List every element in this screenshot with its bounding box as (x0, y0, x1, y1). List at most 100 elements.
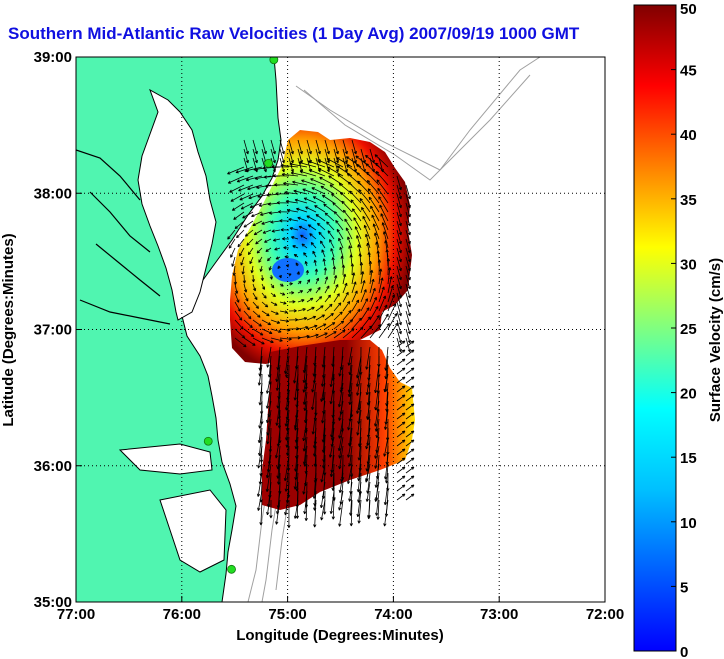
current-vector (319, 176, 335, 186)
current-vector (298, 225, 308, 231)
current-vector (405, 310, 411, 326)
current-vector (315, 286, 321, 294)
current-vector (272, 174, 290, 178)
colorbar-tick-label: 10 (680, 515, 697, 532)
current-vector (250, 265, 254, 274)
current-vector (324, 157, 330, 173)
current-vector (396, 292, 402, 308)
current-vector (336, 228, 344, 240)
current-vector (305, 269, 309, 276)
current-vector (339, 246, 344, 258)
current-vector (396, 184, 402, 200)
current-vector (307, 224, 317, 231)
current-vector (265, 247, 272, 252)
current-vector (396, 229, 402, 245)
current-vector (252, 301, 260, 309)
current-vector (340, 191, 353, 204)
current-vector (351, 299, 360, 312)
current-vector (329, 490, 335, 515)
current-vector (261, 337, 274, 344)
current-vector (279, 292, 286, 296)
current-vector (279, 148, 285, 164)
current-vector (332, 266, 337, 276)
current-vector (342, 209, 353, 222)
current-vector (405, 421, 415, 429)
colorbar-tick-label: 45 (680, 63, 697, 80)
current-vector (355, 364, 362, 387)
colorbar-tick-label: 40 (680, 127, 697, 144)
current-vector (331, 499, 335, 520)
current-vector (296, 207, 308, 213)
current-vector (371, 214, 380, 231)
current-vector (301, 243, 308, 249)
current-vector (405, 211, 411, 227)
current-vector (396, 265, 402, 281)
current-vector (261, 220, 272, 225)
current-vector (342, 273, 347, 285)
current-vector (405, 412, 415, 420)
current-vector (347, 236, 353, 249)
current-vector (321, 194, 335, 204)
current-vector (252, 148, 258, 164)
current-vector (396, 283, 402, 299)
current-vector (232, 265, 236, 276)
current-vector (270, 310, 279, 315)
current-vector (239, 193, 254, 201)
current-vector (233, 211, 245, 220)
current-vector (290, 236, 299, 240)
current-vector (333, 139, 339, 155)
current-vector (373, 232, 380, 249)
current-vector (274, 436, 281, 459)
x-tick-label: 73:00 (480, 606, 518, 623)
current-vector (313, 259, 317, 267)
current-vector (396, 274, 402, 290)
current-vector (357, 180, 371, 195)
current-vector (261, 283, 265, 290)
x-axis-ticks: 77:00 76:00 75:00 74:00 73:00 72:00 (57, 596, 624, 623)
current-vector (348, 382, 353, 405)
current-vector (374, 382, 380, 411)
current-vector (234, 292, 240, 303)
current-vector (258, 256, 263, 263)
current-vector (333, 320, 345, 330)
current-vector (243, 310, 252, 320)
current-vector (252, 139, 258, 155)
current-vector (293, 463, 299, 490)
current-vector (329, 239, 335, 249)
current-vector (227, 229, 236, 240)
current-vector (396, 349, 406, 357)
current-vector (396, 475, 406, 483)
current-vector (240, 202, 254, 210)
current-vector (348, 445, 353, 467)
current-vector (277, 265, 281, 270)
current-vector (281, 172, 299, 177)
current-vector (302, 188, 317, 195)
current-vector (396, 328, 402, 344)
current-vector (348, 481, 353, 502)
current-vector (270, 220, 281, 224)
current-vector (342, 148, 348, 164)
current-vector (288, 318, 299, 322)
current-vector (246, 238, 254, 246)
current-vector (324, 312, 334, 321)
current-vector (333, 284, 339, 294)
current-vector (297, 216, 308, 222)
current-vector (396, 367, 406, 375)
current-vector (396, 211, 402, 227)
current-vector (231, 256, 236, 267)
current-vector (293, 373, 299, 401)
current-vector (365, 481, 371, 502)
current-vector (257, 364, 263, 386)
current-vector (252, 337, 265, 345)
current-vector (356, 235, 362, 249)
current-vector (405, 256, 411, 272)
current-vector (387, 267, 392, 285)
current-vector (275, 499, 281, 525)
current-vector (308, 169, 326, 177)
current-vector (351, 148, 357, 164)
current-vector (292, 180, 308, 186)
current-vector (324, 139, 330, 155)
current-vector (243, 283, 248, 293)
current-vector (311, 409, 317, 435)
current-vector (303, 490, 308, 515)
